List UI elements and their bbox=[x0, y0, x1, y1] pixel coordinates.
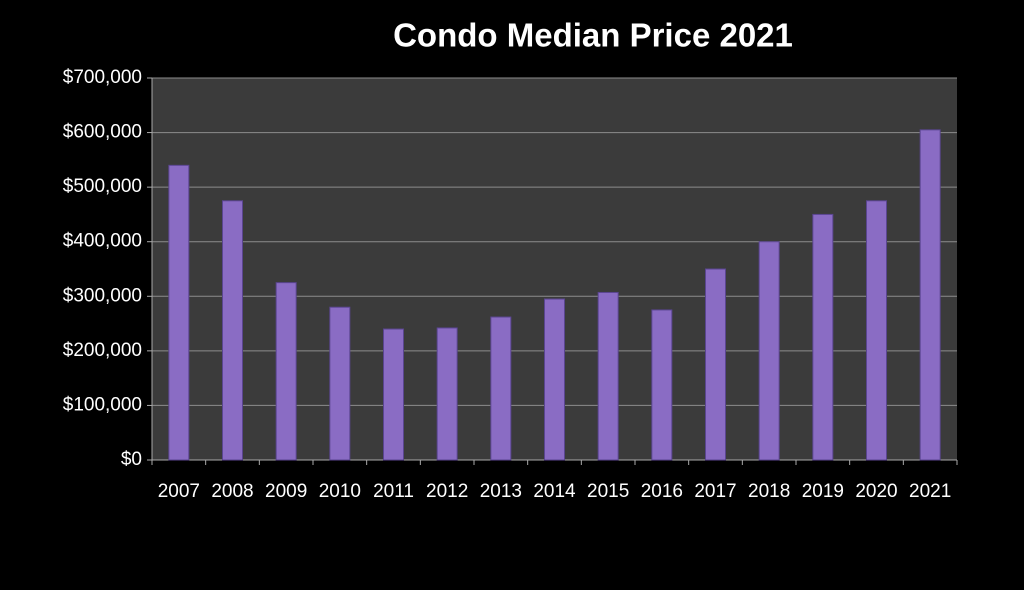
x-tick-label: 2019 bbox=[802, 481, 844, 502]
y-tick-label: $600,000 bbox=[63, 122, 142, 143]
x-tick-label: 2007 bbox=[158, 481, 200, 502]
bar bbox=[866, 200, 887, 461]
x-tick-label: 2017 bbox=[694, 481, 736, 502]
x-tick-label: 2012 bbox=[426, 481, 468, 502]
chart-title: Condo Median Price 2021 bbox=[393, 17, 793, 54]
bar bbox=[383, 328, 404, 461]
bar bbox=[222, 200, 243, 461]
x-tick-label: 2011 bbox=[373, 481, 414, 502]
x-tick-label: 2013 bbox=[480, 481, 522, 502]
x-tick-label: 2010 bbox=[319, 481, 361, 502]
y-tick-label: $400,000 bbox=[63, 231, 142, 252]
bar bbox=[544, 298, 565, 461]
x-tick-label: 2021 bbox=[909, 481, 951, 502]
y-tick-label: $100,000 bbox=[63, 394, 142, 415]
y-tick-label: $700,000 bbox=[63, 67, 142, 88]
bar bbox=[329, 306, 351, 461]
x-tick-label: 2008 bbox=[211, 481, 253, 502]
bar bbox=[919, 129, 941, 461]
bar bbox=[168, 164, 190, 461]
y-tick-label: $500,000 bbox=[63, 176, 142, 197]
bar bbox=[275, 282, 297, 461]
x-tick-label: 2014 bbox=[533, 481, 576, 502]
bar bbox=[812, 213, 834, 461]
y-tick-label: $300,000 bbox=[63, 285, 142, 306]
y-tick-label: $200,000 bbox=[63, 340, 142, 361]
x-tick-label: 2009 bbox=[265, 481, 307, 502]
bar bbox=[597, 291, 619, 461]
bar bbox=[758, 241, 780, 461]
bar bbox=[651, 309, 673, 461]
bar bbox=[705, 268, 726, 461]
x-tick-label: 2016 bbox=[641, 481, 683, 502]
bar bbox=[436, 327, 458, 461]
x-tick-label: 2018 bbox=[748, 481, 790, 502]
bar bbox=[490, 316, 512, 461]
y-tick-label: $0 bbox=[121, 449, 142, 470]
x-tick-label: 2020 bbox=[855, 481, 897, 502]
x-tick-label: 2015 bbox=[587, 481, 629, 502]
